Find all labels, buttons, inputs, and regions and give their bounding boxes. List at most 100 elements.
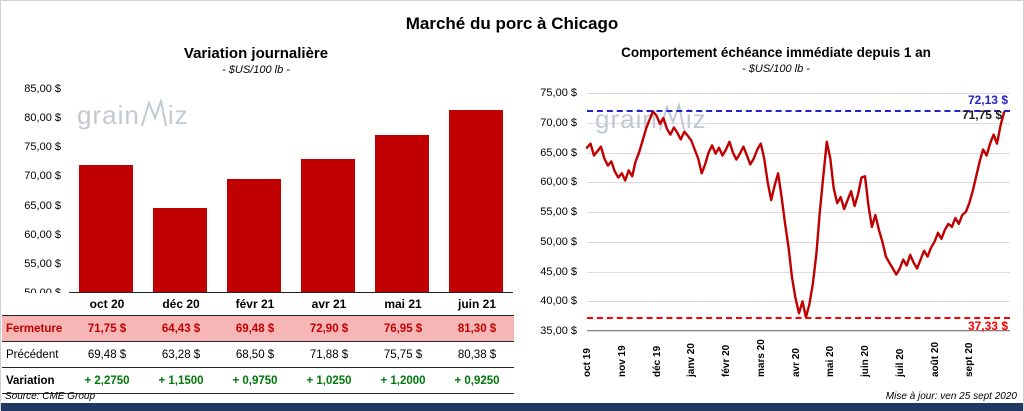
line-x-tick-label: déc 19 [651, 345, 663, 377]
left-chart-subtitle: - $US/100 lb - [222, 64, 290, 76]
bar-chart-plot: grain iz [69, 89, 513, 293]
month-header: févr 21 [235, 297, 275, 311]
line-x-tick-label: sept 20 [964, 342, 976, 377]
row-label: Fermeture [6, 322, 63, 335]
table-cell: 76,95 $ [383, 322, 423, 335]
table-cell: + 0,9250 [454, 374, 500, 387]
line-y-tick-label: 45,00 $ [540, 265, 577, 278]
table-cell: 64,43 $ [161, 322, 201, 335]
gridline [587, 212, 1010, 213]
gridline [587, 122, 1010, 124]
bar-y-tick-label: 75,00 $ [24, 141, 61, 154]
table-cell: 72,90 $ [309, 322, 349, 335]
line-x-tick-label: nov 19 [616, 345, 628, 377]
gridline [587, 331, 1010, 332]
bar-chart-y-axis: 85,00 $ 80,00 $ 75,00 $ 70,00 $ 65,00 $ 60,00… [9, 83, 65, 299]
grainwiz-watermark: grain iz [77, 99, 189, 131]
bar-mai 21 [375, 134, 429, 292]
table-cell: + 2,2750 [84, 374, 130, 387]
bar-févr 21 [227, 178, 281, 292]
gridline [587, 93, 1010, 94]
gridline [587, 182, 1010, 184]
page-title: Marché du porc à Chicago [405, 14, 619, 33]
table-cell: 63,28 $ [161, 348, 201, 361]
bottom-bar [1, 403, 1023, 411]
table-row-variation: Variation + 2,2750 + 1,1500 + 0,9750 + 1,025… [2, 368, 514, 394]
bar-y-tick-label: 55,00 $ [24, 257, 61, 270]
table-row-precedent: Précédent 69,48 $ 63,28 $ 68,50 $ 71,88 $ 75,… [2, 342, 514, 368]
gridline [587, 301, 1010, 303]
gridline [587, 152, 1010, 154]
update-note: Mise à jour: ven 25 sept 2020 [885, 391, 1017, 402]
line-y-tick-label: 75,00 $ [540, 87, 577, 99]
last-value-label: 71,75 $ [961, 108, 1002, 123]
price-table: oct 20 déc 20 févr 21 avr 21 mai 21 juin 21 Fe… [2, 293, 514, 394]
line-x-tick-label: avr 20 [790, 348, 802, 377]
line-y-tick-label: 35,00 $ [540, 325, 577, 337]
month-header: déc 20 [162, 297, 200, 311]
line-y-tick-label: 70,00 $ [540, 116, 577, 129]
line-chart-y-axis: 75,00 $ 70,00 $ 65,00 $ 60,00 $ 55,00 $ 50,00… [529, 87, 581, 337]
bar-oct 20 [79, 165, 133, 292]
table-cell: 68,50 $ [235, 348, 275, 361]
right-chart-title: Comportement échéance immédiate depuis 1… [621, 45, 931, 60]
price-line [585, 110, 1006, 319]
watermark-w-icon [658, 103, 685, 131]
bar-y-tick-label: 85,00 $ [24, 83, 61, 95]
source-note: Source: CME Group [5, 391, 96, 402]
line-x-tick-label: oct 19 [582, 348, 593, 377]
row-label: Variation [6, 374, 55, 387]
line-y-tick-label: 50,00 $ [540, 235, 577, 248]
bar-y-tick-label: 80,00 $ [24, 112, 61, 125]
watermark-text: iz [167, 100, 189, 130]
table-cell: 75,75 $ [383, 348, 423, 361]
right-chart-subtitle: - $US/100 lb - [742, 63, 810, 75]
line-x-tick-label: févr 20 [721, 344, 732, 377]
line-y-tick-label: 40,00 $ [540, 295, 577, 308]
bar-y-tick-label: 70,00 $ [24, 170, 61, 183]
line-x-tick-label: janv 20 [686, 343, 698, 377]
table-cell: + 1,0250 [306, 374, 352, 387]
month-header: oct 20 [89, 297, 125, 311]
table-cell: + 1,1500 [158, 374, 204, 387]
left-chart-title: Variation journalière [183, 45, 329, 62]
table-cell: 71,75 $ [87, 322, 127, 335]
bar-y-tick-label: 65,00 $ [24, 199, 61, 212]
line-x-tick-label: mai 20 [825, 345, 837, 377]
high-dashed-line [587, 110, 1010, 113]
line-y-tick-label: 65,00 $ [540, 146, 577, 159]
table-cell: 81,30 $ [457, 322, 497, 335]
line-y-tick-label: 60,00 $ [540, 176, 577, 189]
line-x-tick-label: juil 20 [894, 348, 906, 377]
bar-déc 20 [153, 207, 207, 292]
high-value-label: 72,13 $ [967, 93, 1008, 108]
line-x-tick-label: mars 20 [755, 339, 767, 377]
month-header: avr 21 [311, 297, 347, 311]
line-chart-plot: grain iz 72,13 $ 71,75 $ 37,33 $ [585, 93, 1010, 334]
low-dashed-line [587, 317, 1010, 320]
table-cell: 69,48 $ [87, 348, 127, 361]
table-header-row: oct 20 déc 20 févr 21 avr 21 mai 21 juin 21 [2, 293, 514, 316]
row-label: Précédent [6, 348, 59, 361]
table-row-fermeture: Fermeture 71,75 $ 64,43 $ 69,48 $ 72,90 $ 76,… [2, 316, 514, 342]
gridline [587, 241, 1010, 243]
gridline [587, 271, 1010, 273]
line-chart-x-axis: oct 19 nov 19 déc 19 janv 20 févr 20 mars 20 a… [582, 331, 1010, 385]
month-header: mai 21 [384, 297, 422, 311]
month-header: juin 21 [457, 297, 496, 311]
low-value-label: 37,33 $ [967, 319, 1008, 334]
table-cell: 80,38 $ [457, 348, 497, 361]
table-cell: 71,88 $ [309, 348, 349, 361]
table-cell: + 0,9750 [232, 374, 278, 387]
bar-avr 21 [301, 158, 355, 292]
line-x-tick-label: août 20 [929, 341, 941, 377]
line-x-tick-label: juin 20 [860, 345, 871, 377]
line-y-tick-label: 55,00 $ [540, 206, 577, 218]
watermark-w-icon [140, 99, 167, 127]
bar-juin 21 [449, 109, 503, 292]
table-cell: 69,48 $ [235, 322, 275, 335]
watermark-text: grain [77, 100, 140, 130]
table-cell: + 1,2000 [380, 374, 426, 387]
bar-y-tick-label: 60,00 $ [24, 228, 61, 241]
